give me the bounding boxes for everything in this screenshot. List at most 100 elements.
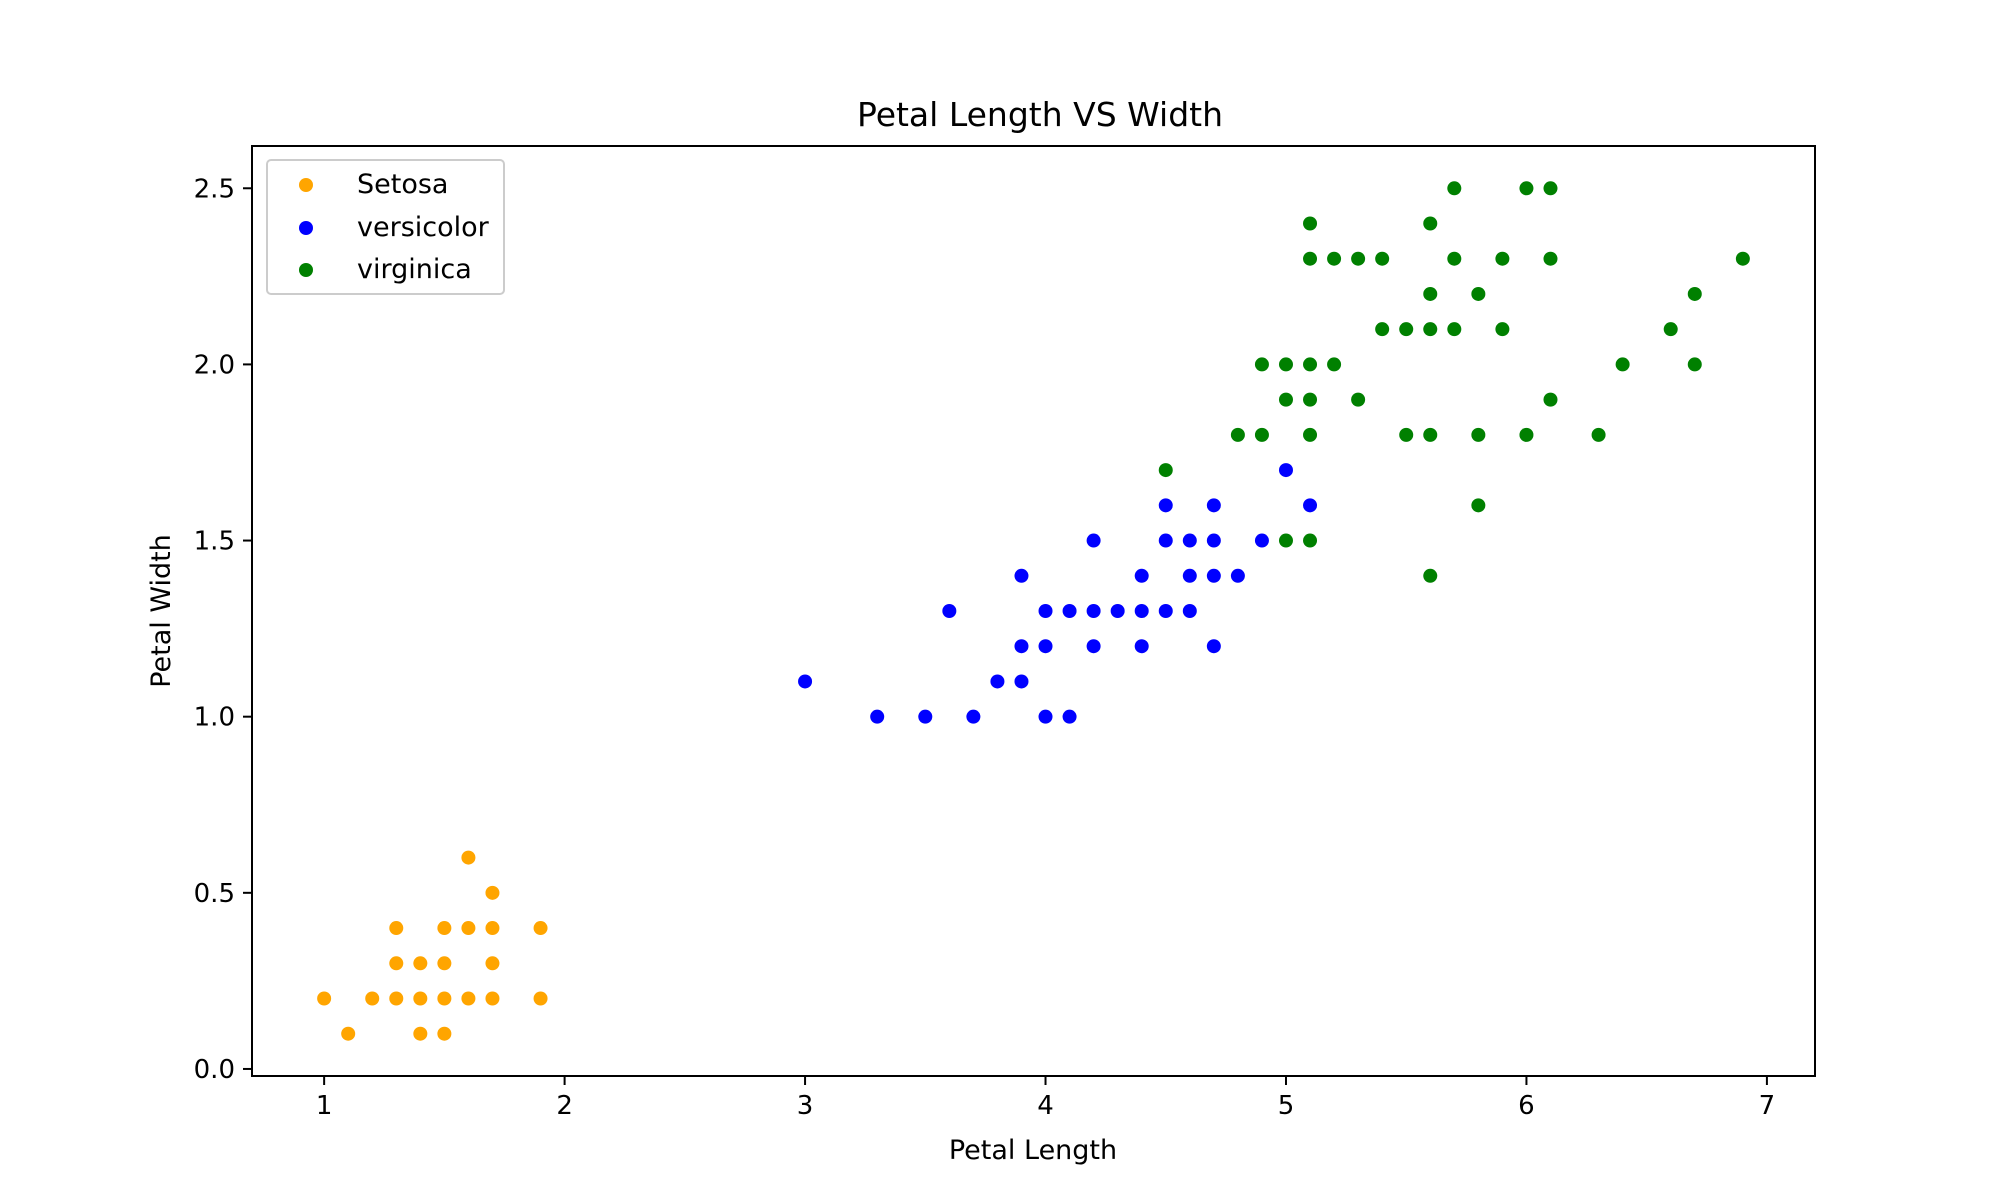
data-point-virginica — [1615, 357, 1630, 372]
data-point-versicolor — [990, 674, 1005, 689]
data-point-virginica — [1687, 286, 1702, 301]
data-point-virginica — [1375, 322, 1390, 337]
data-point-virginica — [1254, 357, 1269, 372]
data-point-virginica — [1351, 251, 1366, 266]
x-tick-label: 6 — [1518, 1091, 1535, 1121]
data-point-versicolor — [1134, 568, 1149, 583]
data-point-virginica — [1327, 251, 1342, 266]
x-tick-label: 4 — [1037, 1091, 1054, 1121]
x-tick-label: 7 — [1759, 1091, 1776, 1121]
legend-marker-setosa — [299, 178, 313, 192]
x-tick-label: 5 — [1278, 1091, 1295, 1121]
data-point-setosa — [485, 991, 500, 1006]
y-tick-label: 0.0 — [194, 1055, 235, 1085]
x-tick-label: 2 — [556, 1091, 573, 1121]
data-point-virginica — [1327, 357, 1342, 372]
y-tick-label: 0.5 — [194, 879, 235, 909]
data-point-versicolor — [918, 709, 933, 724]
data-point-virginica — [1495, 322, 1510, 337]
data-point-virginica — [1278, 392, 1293, 407]
data-point-versicolor — [1254, 533, 1269, 548]
data-point-virginica — [1591, 427, 1606, 442]
data-point-virginica — [1423, 568, 1438, 583]
data-point-setosa — [461, 991, 476, 1006]
data-point-virginica — [1278, 357, 1293, 372]
data-point-virginica — [1303, 216, 1318, 231]
data-point-versicolor — [1182, 604, 1197, 618]
data-point-virginica — [1471, 498, 1486, 513]
data-point-virginica — [1158, 463, 1173, 478]
data-point-virginica — [1399, 427, 1414, 442]
data-point-virginica — [1278, 533, 1293, 548]
data-point-virginica — [1351, 392, 1366, 407]
data-point-virginica — [1519, 427, 1534, 442]
data-point-virginica — [1663, 322, 1678, 337]
data-point-versicolor — [1038, 709, 1053, 724]
data-point-versicolor — [1038, 639, 1053, 654]
data-point-virginica — [1471, 427, 1486, 442]
data-point-setosa — [413, 956, 428, 971]
data-point-virginica — [1303, 392, 1318, 407]
data-point-versicolor — [1158, 604, 1173, 618]
data-point-virginica — [1687, 357, 1702, 372]
data-point-virginica — [1423, 216, 1438, 231]
legend-marker-versicolor — [299, 221, 313, 235]
data-points — [317, 181, 1750, 1041]
data-point-virginica — [1543, 251, 1558, 266]
data-point-virginica — [1303, 533, 1318, 548]
data-point-versicolor — [1158, 533, 1173, 548]
data-point-virginica — [1230, 427, 1245, 442]
data-point-setosa — [533, 921, 548, 936]
data-point-versicolor — [1206, 533, 1221, 548]
legend-label-setosa: Setosa — [357, 169, 448, 200]
y-tick-label: 2.0 — [194, 350, 235, 380]
data-point-versicolor — [1230, 568, 1245, 583]
data-point-setosa — [437, 921, 452, 936]
y-axis: 0.0 0.5 1.0 1.5 2.0 2.5 — [194, 174, 252, 1085]
data-point-versicolor — [1206, 498, 1221, 513]
data-point-virginica — [1447, 181, 1462, 196]
data-point-versicolor — [1086, 604, 1101, 618]
legend-frame — [266, 159, 505, 295]
data-point-virginica — [1495, 251, 1510, 266]
data-point-virginica — [1423, 286, 1438, 301]
data-point-versicolor — [1134, 604, 1149, 618]
chart-title: Petal Length VS Width — [857, 95, 1223, 134]
data-point-versicolor — [798, 674, 813, 689]
data-point-versicolor — [1206, 639, 1221, 654]
data-point-versicolor — [1278, 463, 1293, 478]
data-point-versicolor — [1182, 568, 1197, 583]
y-tick-label: 1.5 — [194, 527, 235, 557]
data-point-virginica — [1447, 322, 1462, 337]
data-point-setosa — [437, 991, 452, 1006]
series-setosa — [317, 850, 548, 1041]
data-point-setosa — [341, 1026, 356, 1041]
data-point-setosa — [389, 956, 404, 971]
data-point-setosa — [533, 991, 548, 1006]
data-point-versicolor — [1014, 639, 1029, 654]
legend-label-versicolor: versicolor — [357, 212, 490, 243]
data-point-virginica — [1423, 322, 1438, 337]
plot-area-frame — [251, 145, 1816, 1077]
series-virginica — [1158, 181, 1750, 583]
data-point-versicolor — [1062, 604, 1077, 618]
legend-marker-virginica — [299, 263, 313, 277]
data-point-virginica — [1254, 427, 1269, 442]
data-point-versicolor — [1206, 568, 1221, 583]
data-point-versicolor — [942, 604, 957, 618]
data-point-versicolor — [870, 709, 885, 724]
data-point-versicolor — [966, 709, 981, 724]
data-point-virginica — [1543, 392, 1558, 407]
data-point-versicolor — [1062, 709, 1077, 724]
data-point-versicolor — [1086, 639, 1101, 654]
data-point-versicolor — [1086, 533, 1101, 548]
data-point-setosa — [389, 991, 404, 1006]
data-point-setosa — [485, 921, 500, 936]
data-point-versicolor — [1110, 604, 1125, 618]
data-point-setosa — [365, 991, 380, 1006]
data-point-setosa — [437, 956, 452, 971]
data-point-setosa — [413, 991, 428, 1006]
legend: Setosa versicolor virginica — [266, 159, 505, 295]
data-point-setosa — [485, 885, 500, 900]
